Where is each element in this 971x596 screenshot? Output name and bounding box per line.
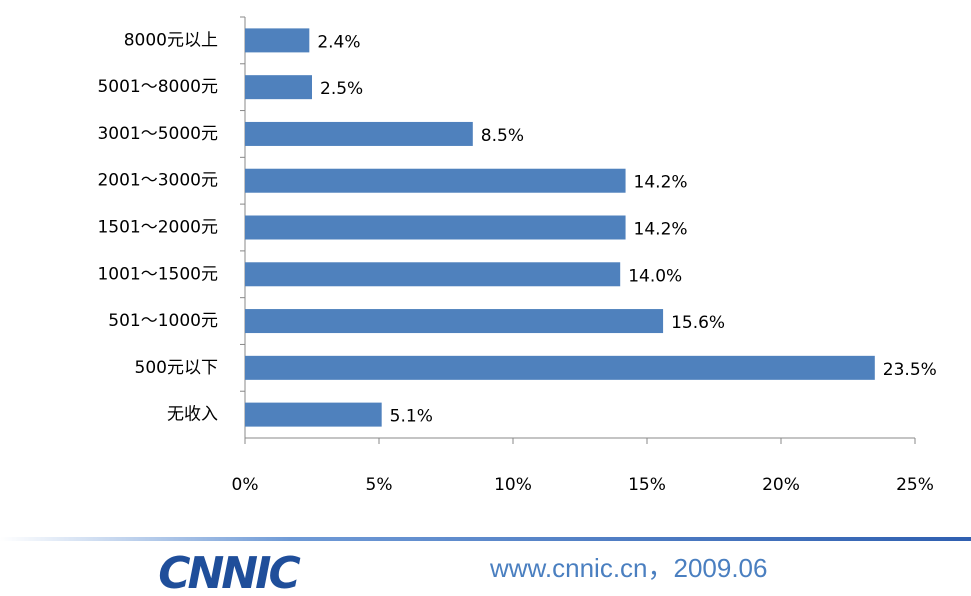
y-tick-label: 5001～8000元 bbox=[97, 77, 218, 97]
y-tick-label: 1501～2000元 bbox=[97, 218, 218, 238]
y-tick-label: 3001～5000元 bbox=[97, 124, 218, 144]
bar bbox=[245, 215, 626, 240]
x-tick-label: 15% bbox=[628, 475, 666, 495]
x-tick-label: 25% bbox=[896, 475, 934, 495]
value-label: 2.5% bbox=[320, 79, 363, 99]
value-label: 8.5% bbox=[481, 126, 524, 146]
y-tick-label: 1001～1500元 bbox=[97, 264, 218, 284]
y-tick-label: 无收入 bbox=[167, 405, 218, 425]
footer-text: www.cnnic.cn，2009.06 bbox=[489, 553, 767, 583]
bar bbox=[245, 75, 312, 100]
bar bbox=[245, 402, 382, 427]
y-tick-label: 2001～3000元 bbox=[97, 171, 218, 191]
x-tick-label: 10% bbox=[494, 475, 532, 495]
value-label: 23.5% bbox=[883, 360, 937, 380]
bar bbox=[245, 309, 664, 334]
bar bbox=[245, 262, 621, 287]
footer-rule bbox=[0, 537, 971, 541]
y-tick-label: 8000元以上 bbox=[124, 30, 218, 50]
bar bbox=[245, 168, 626, 193]
bar bbox=[245, 355, 875, 380]
x-tick-label: 5% bbox=[366, 475, 393, 495]
bar bbox=[245, 121, 473, 146]
logo: CNNIC bbox=[158, 548, 300, 596]
y-tick-label: 500元以下 bbox=[135, 358, 218, 378]
value-label: 14.2% bbox=[634, 220, 688, 240]
bar bbox=[245, 28, 310, 53]
value-label: 15.6% bbox=[671, 313, 725, 333]
value-label: 2.4% bbox=[317, 32, 360, 52]
value-label: 5.1% bbox=[390, 407, 433, 427]
x-tick-label: 20% bbox=[762, 475, 800, 495]
x-tick-label: 0% bbox=[232, 475, 259, 495]
value-label: 14.0% bbox=[628, 266, 682, 286]
y-tick-label: 501～1000元 bbox=[108, 311, 218, 331]
value-label: 14.2% bbox=[634, 173, 688, 193]
